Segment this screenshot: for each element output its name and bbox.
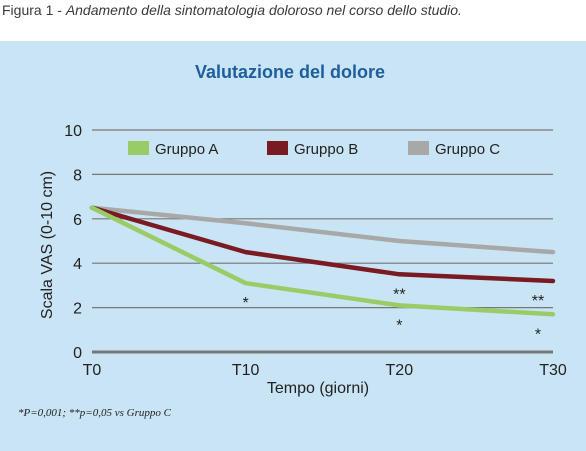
significance-marks: ******* <box>243 286 545 343</box>
y-axis-label: Scala VAS (0-10 cm) <box>39 171 56 319</box>
series-lines <box>89 205 556 317</box>
x-tick-label: T30 <box>539 362 567 379</box>
y-tick-labels: 0 2 4 6 8 10 <box>64 123 82 362</box>
series-line-gruppo-b <box>89 205 556 284</box>
x-axis-label: Tempo (giorni) <box>267 380 369 397</box>
y-tick-label: 2 <box>73 301 82 318</box>
y-tick-label: 0 <box>73 345 82 362</box>
y-tick-label: 10 <box>64 123 82 140</box>
significance-mark: * <box>396 317 402 334</box>
series-line-gruppo-a <box>89 205 556 317</box>
y-tick-label: 6 <box>73 212 82 229</box>
legend-swatch <box>128 141 149 155</box>
x-tick-labels: T0 T10 T20 T30 <box>83 362 567 379</box>
x-tick-label: T20 <box>386 362 414 379</box>
x-tick-label: T10 <box>232 362 260 379</box>
legend-label: Gruppo B <box>294 141 358 158</box>
caption-text: Andamento della sintomatologia doloroso … <box>65 2 462 18</box>
significance-mark: * <box>535 326 541 343</box>
series-line-gruppo-c <box>89 205 556 255</box>
significance-mark: ** <box>532 293 544 310</box>
legend-swatch <box>267 141 288 155</box>
legend-label: Gruppo A <box>155 141 218 158</box>
legend: Gruppo A Gruppo B Gruppo C <box>128 141 500 158</box>
legend-swatch <box>408 141 429 155</box>
y-tick-label: 4 <box>73 256 82 273</box>
y-tick-label: 8 <box>73 167 82 184</box>
significance-mark: ** <box>393 286 405 303</box>
significance-mark: * <box>243 295 249 312</box>
chart-title: Valutazione del dolore <box>195 62 385 82</box>
x-tick-label: T0 <box>83 362 102 379</box>
footnote: *P=0,001; **p=0,05 vs Gruppo C <box>18 407 171 419</box>
legend-label: Gruppo C <box>435 141 500 158</box>
caption-lead: Figura 1 - <box>2 2 66 18</box>
figure-caption: Figura 1 - Andamento della sintomatologi… <box>2 2 462 18</box>
